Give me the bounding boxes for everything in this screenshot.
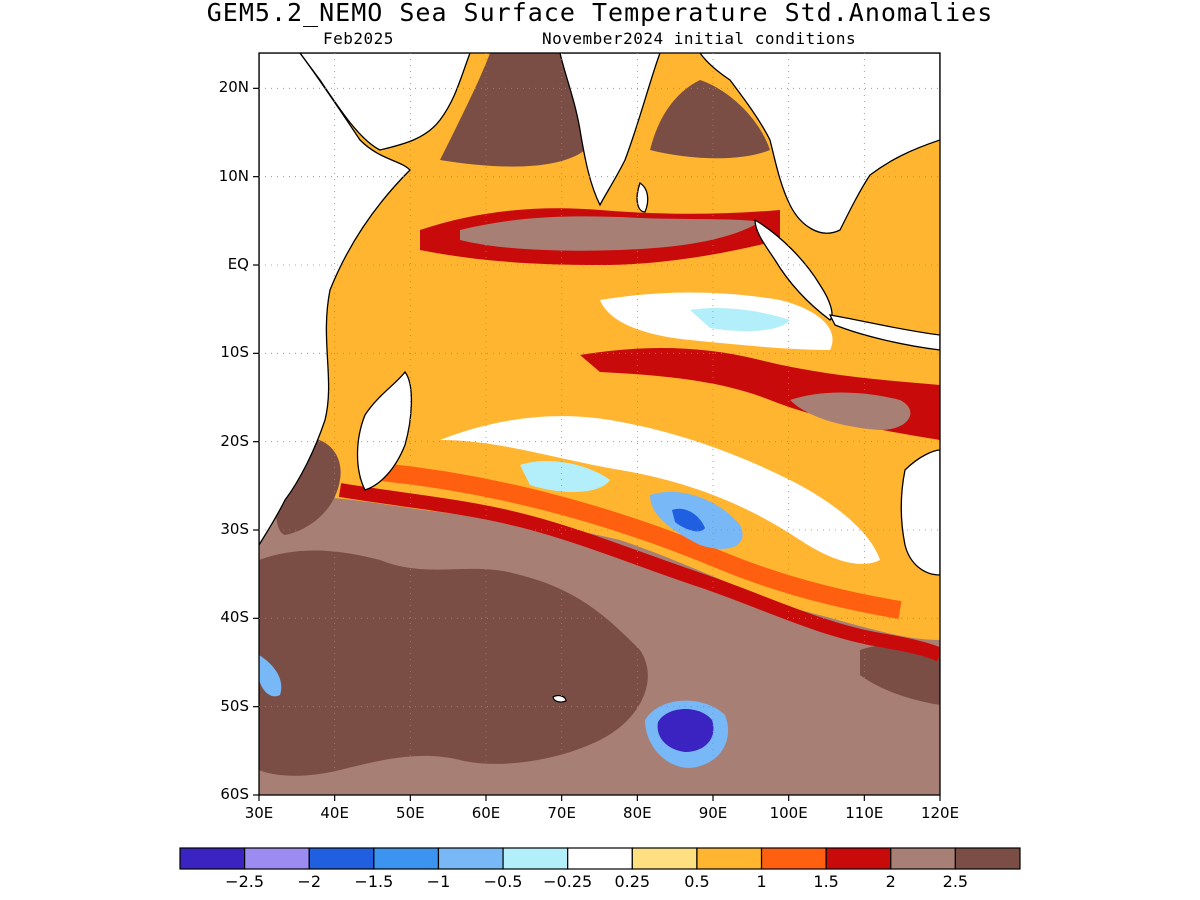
lat-tick-label: 50S (220, 696, 249, 715)
colorbar-label: −1 (426, 872, 451, 891)
anomaly-region-equatorial-cool (690, 308, 790, 332)
anomaly-region-southern-tropics-tan (790, 392, 911, 430)
anomaly-region-far-west-cool (259, 655, 282, 697)
map-grid (259, 53, 940, 795)
anomaly-band-south-2 (359, 461, 902, 619)
colorbar-swatch (502, 847, 569, 870)
anomaly-region-cool-1 (520, 460, 610, 492)
lon-tick-label: 80E (623, 804, 652, 822)
lat-tick-label: 20S (220, 431, 249, 450)
lat-tick-label: EQ (227, 255, 249, 273)
anomaly-region-central-neutral (440, 416, 880, 564)
colorbar (179, 847, 1021, 870)
colorbar-label: 2.5 (942, 872, 969, 891)
colorbar-swatch (825, 847, 892, 870)
colorbar-label: −1.5 (354, 872, 394, 891)
colorbar-label: 2 (885, 872, 896, 891)
colorbar-swatch (373, 847, 440, 870)
anomaly-region-south-cool-core (657, 708, 714, 752)
colorbar-swatch (760, 847, 827, 870)
colorbar-swatch (954, 847, 1021, 870)
anomaly-region-arabian-sea (440, 53, 585, 167)
colorbar-swatch (696, 847, 763, 870)
lat-tick-label: 40S (220, 608, 249, 627)
lon-tick-label: 110E (845, 804, 884, 822)
colorbar-label: 0.5 (684, 872, 710, 891)
lon-tick-label: 100E (769, 804, 808, 822)
land-arabia (299, 53, 471, 151)
initial-conditions: November2024 initial conditions (542, 29, 857, 48)
map-frame (258, 52, 941, 796)
colorbar-label: −0.25 (543, 872, 593, 891)
lon-tick-label: 30E (244, 804, 274, 822)
anomaly-region-bay-of-bengal (650, 80, 770, 159)
land-southeast-asia (699, 53, 940, 234)
lon-tick-label: 120E (920, 804, 960, 822)
colorbar-swatch (437, 847, 504, 870)
colorbar-swatch (890, 847, 956, 870)
land-java (828, 314, 940, 351)
colorbar-swatch (308, 847, 375, 870)
colorbar-swatch (179, 847, 246, 870)
lat-tick-label: 60S (220, 785, 249, 803)
lat-tick-label: 10S (220, 343, 249, 362)
lon-tick-label: 60E (471, 804, 501, 822)
lat-tick-label: 10N (218, 166, 249, 185)
land-kerguelen (552, 695, 567, 703)
anomaly-region-north-tan (460, 216, 760, 251)
land-africa (259, 53, 411, 547)
colorbar-label: 0.25 (614, 872, 651, 891)
forecast-month: Feb2025 (323, 29, 394, 48)
lon-tick-label: 40E (320, 804, 349, 822)
land-sri-lanka (636, 182, 649, 213)
land-india (559, 53, 661, 207)
anomaly-region-cool-3 (672, 508, 705, 532)
colorbar-label: 1 (756, 872, 767, 891)
lon-tick-label: 50E (396, 804, 425, 822)
colorbar-label: −0.5 (483, 872, 523, 891)
anomaly-region-southern-ocean-strong (259, 550, 648, 776)
colorbar-label: −2.5 (225, 872, 265, 891)
colorbar-label: −2 (297, 872, 322, 891)
land-australia (900, 449, 940, 576)
lon-tick-label: 90E (698, 804, 728, 822)
colorbar-swatch (567, 847, 633, 870)
anomaly-band-south (338, 483, 940, 662)
colorbar-swatch (244, 847, 310, 870)
land (259, 53, 940, 703)
land-sumatra (754, 218, 833, 321)
anomaly-region-south-east (860, 644, 940, 705)
map-ticks (253, 87, 941, 801)
colorbar-label: 1.5 (813, 872, 839, 891)
lat-tick-label: 20N (218, 78, 249, 97)
lat-tick-label: 30S (220, 520, 249, 538)
lon-tick-label: 70E (547, 804, 576, 822)
colorbar-swatch (631, 847, 698, 870)
land-madagascar (356, 370, 413, 491)
map-title: GEM5.2_NEMO Sea Surface Temperature Std.… (206, 0, 994, 27)
